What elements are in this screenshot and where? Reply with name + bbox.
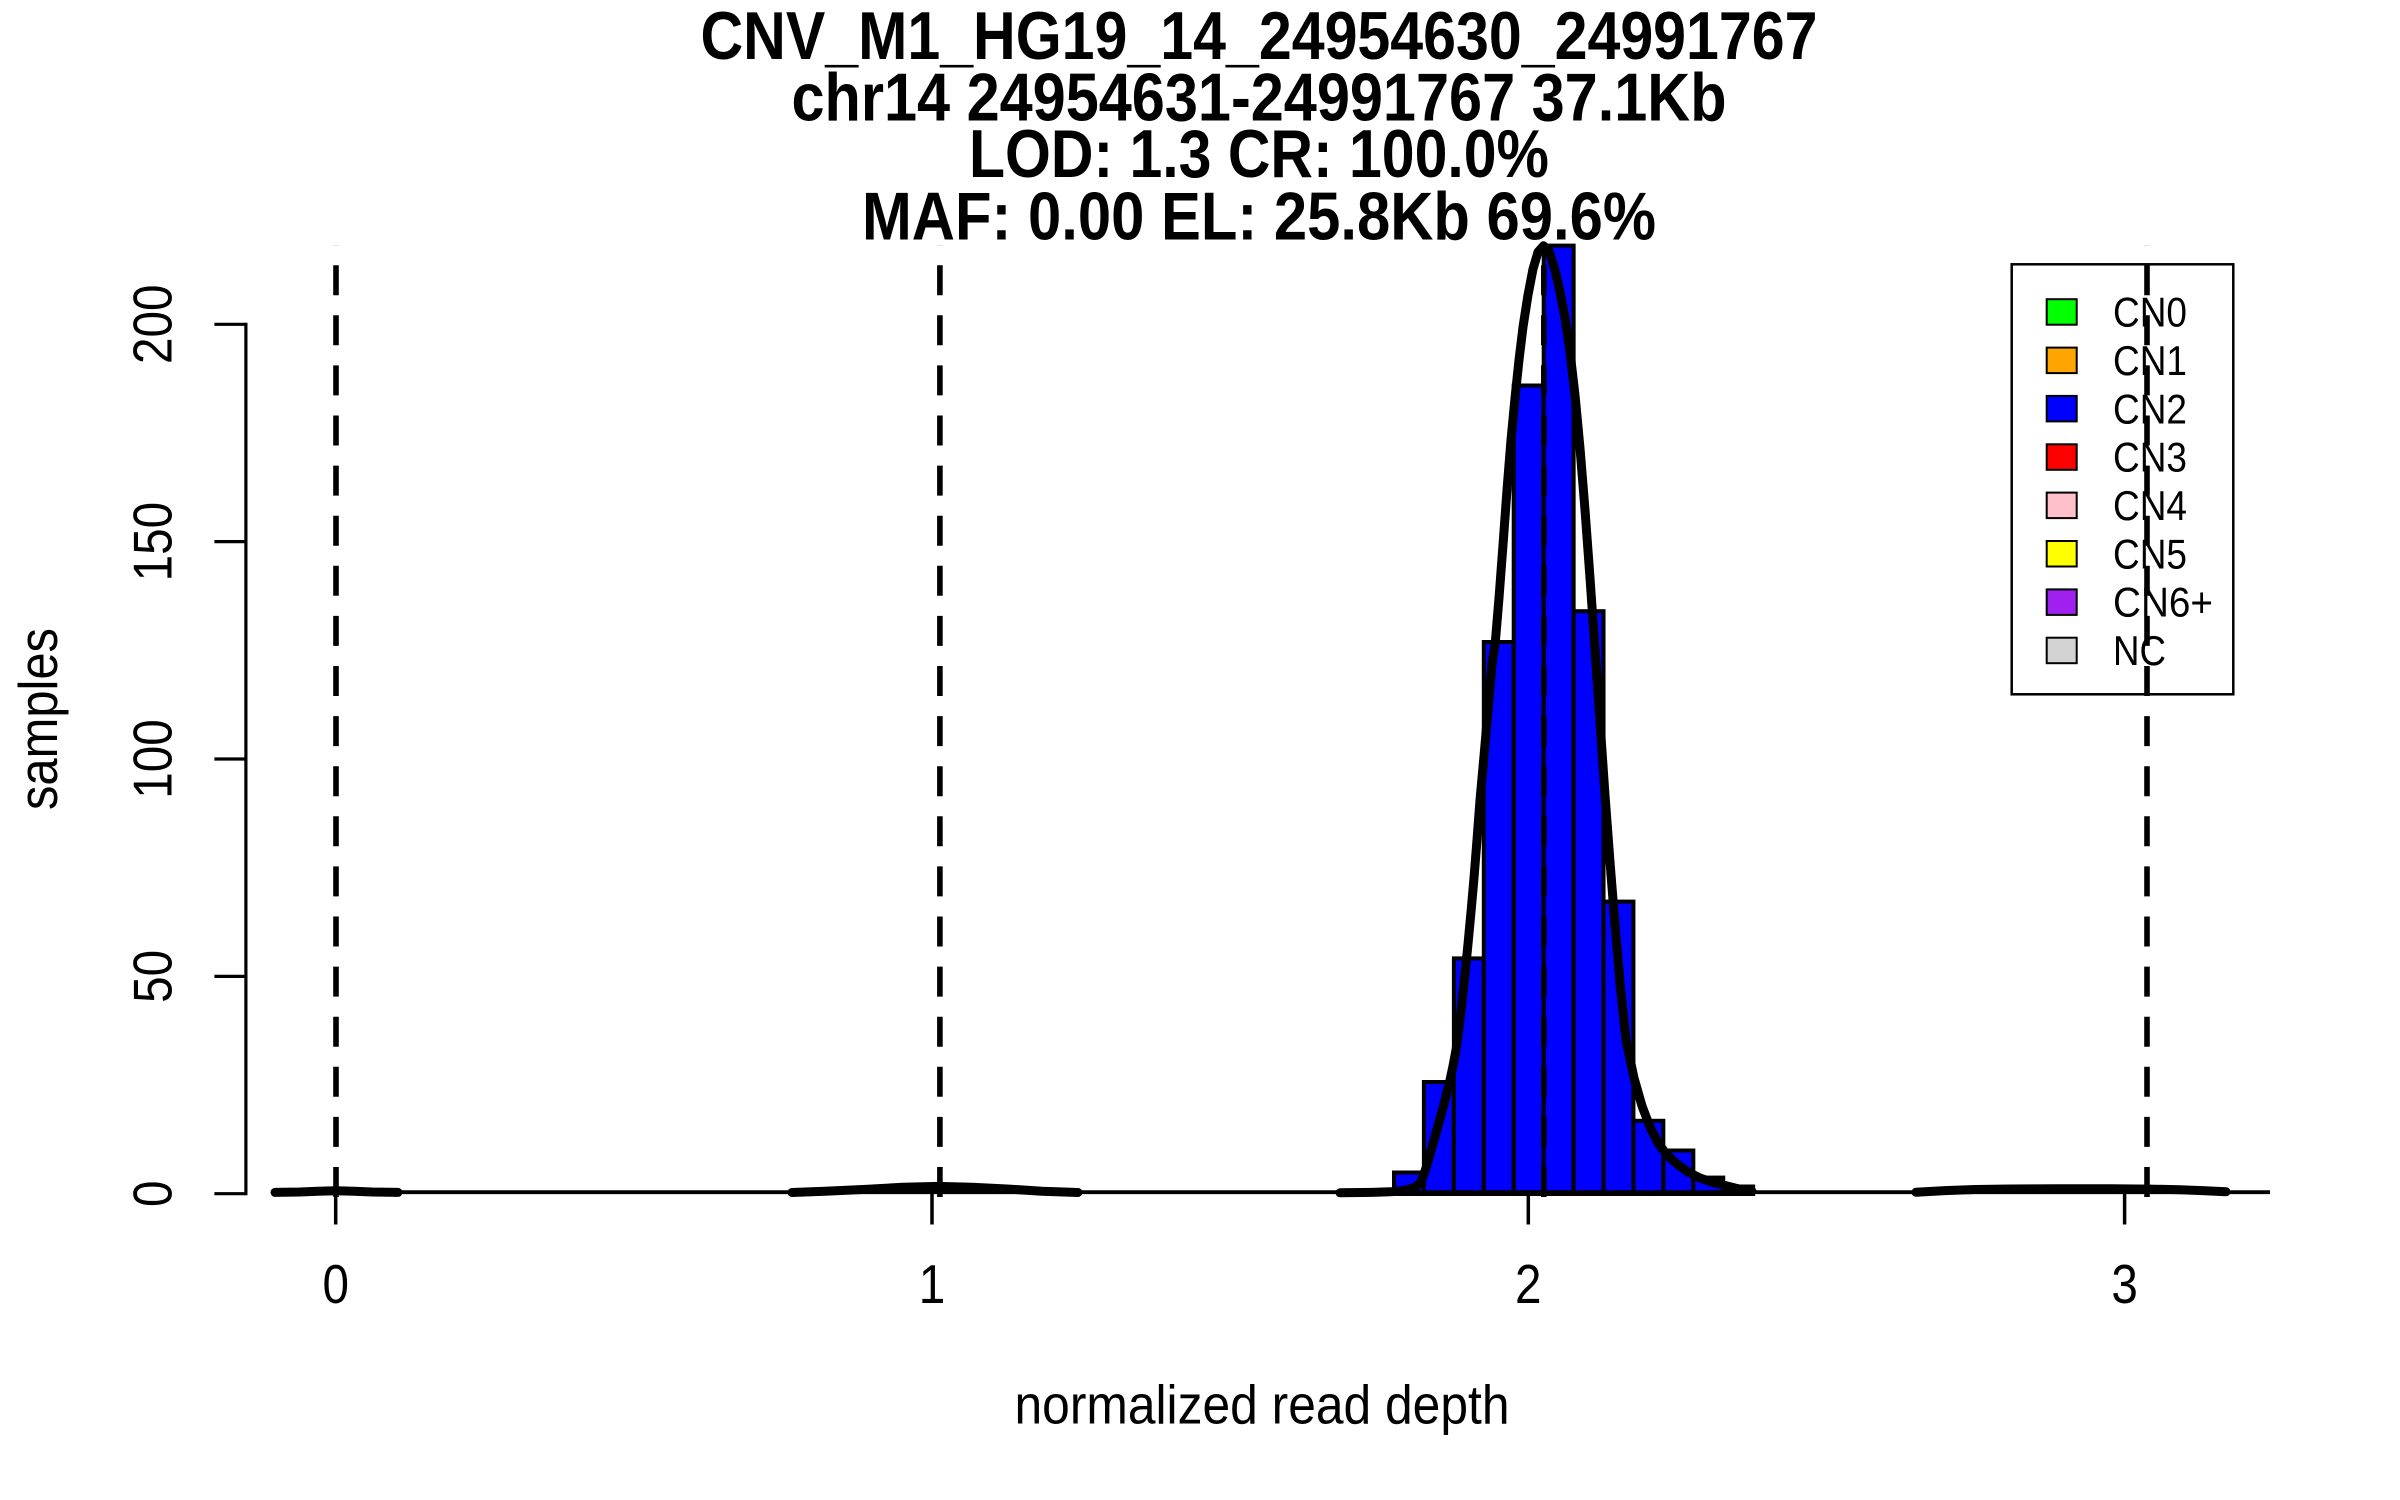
svg-text:150: 150 bbox=[123, 502, 184, 582]
svg-text:samples: samples bbox=[8, 628, 69, 810]
svg-text:CN2: CN2 bbox=[2113, 385, 2187, 432]
svg-text:0: 0 bbox=[322, 1254, 349, 1315]
svg-text:0: 0 bbox=[123, 1180, 184, 1207]
svg-text:CN4: CN4 bbox=[2113, 482, 2187, 529]
svg-text:CN0: CN0 bbox=[2113, 289, 2187, 336]
svg-text:CN3: CN3 bbox=[2113, 434, 2187, 481]
svg-text:normalized read depth: normalized read depth bbox=[1015, 1374, 1510, 1435]
svg-text:3: 3 bbox=[2111, 1254, 2138, 1315]
svg-text:CNV_M1_HG19_14_24954630_249917: CNV_M1_HG19_14_24954630_24991767 bbox=[701, 0, 1818, 74]
svg-text:CN5: CN5 bbox=[2113, 530, 2187, 577]
svg-text:NC: NC bbox=[2113, 627, 2166, 674]
svg-text:MAF: 0.00 EL: 25.8Kb 69.6%: MAF: 0.00 EL: 25.8Kb 69.6% bbox=[862, 178, 1656, 254]
svg-text:chr14 24954631-24991767 37.1Kb: chr14 24954631-24991767 37.1Kb bbox=[792, 60, 1727, 136]
svg-text:2: 2 bbox=[1515, 1254, 1542, 1315]
svg-text:100: 100 bbox=[123, 719, 184, 799]
svg-text:1: 1 bbox=[919, 1254, 946, 1315]
svg-text:CN1: CN1 bbox=[2113, 337, 2187, 384]
svg-text:LOD: 1.3 CR: 100.0%: LOD: 1.3 CR: 100.0% bbox=[969, 116, 1549, 192]
svg-text:CN6+: CN6+ bbox=[2113, 579, 2213, 626]
svg-text:50: 50 bbox=[123, 950, 184, 1003]
svg-text:200: 200 bbox=[123, 285, 184, 365]
